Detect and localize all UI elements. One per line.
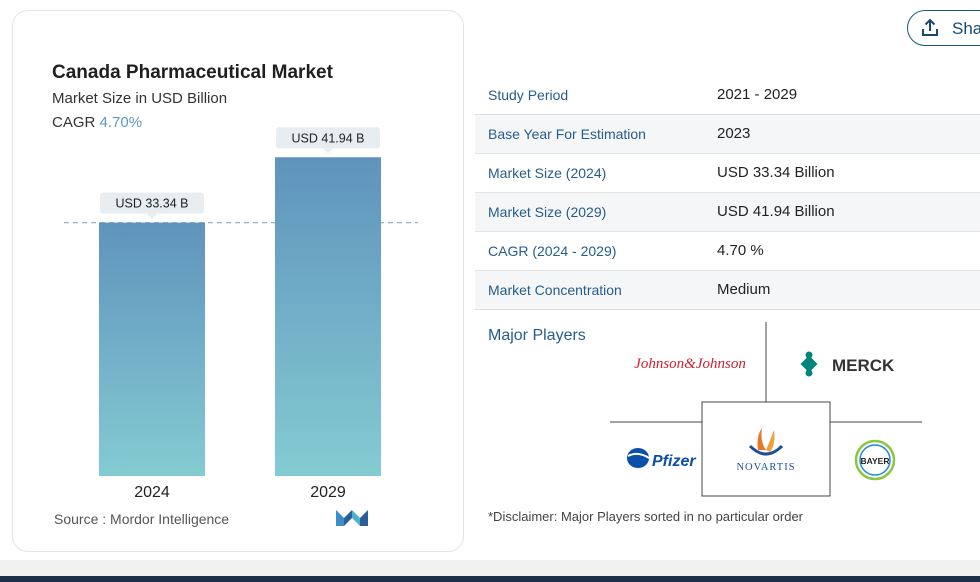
bar-chart: USD 33.34 B 2024 USD 41.94 B 2029 xyxy=(64,127,418,501)
major-players-title: Major Players xyxy=(488,327,586,344)
x-tick-label: 2029 xyxy=(310,484,346,501)
market-chart-card xyxy=(12,10,464,552)
x-tick-label: 2024 xyxy=(134,484,170,501)
svg-text:BAYER: BAYER xyxy=(861,456,890,466)
chart-cagr: CAGR 4.70% xyxy=(52,114,142,131)
data-label: USD 33.34 B xyxy=(116,197,189,211)
study-table: Study Period 2021 - 2029 Base Year For E… xyxy=(475,76,980,310)
table-row: Study Period 2021 - 2029 xyxy=(475,76,980,115)
cagr-label: CAGR xyxy=(52,114,96,131)
row-key: Market Size (2029) xyxy=(488,204,607,220)
pfizer-logo: Pfizer xyxy=(652,453,696,470)
novartis-logo: NOVARTIS xyxy=(736,462,795,473)
johnson-johnson-logo: Johnson&Johnson xyxy=(634,356,746,372)
table-row: CAGR (2024 - 2029) 4.70 % xyxy=(475,232,980,271)
row-value: USD 41.94 Billion xyxy=(717,203,835,220)
row-key: CAGR (2024 - 2029) xyxy=(488,243,617,259)
table-row: Market Size (2024) USD 33.34 Billion xyxy=(475,154,980,193)
row-key: Base Year For Estimation xyxy=(488,126,646,142)
row-value: 4.70 % xyxy=(717,242,764,259)
novartis-logo-icon xyxy=(748,428,784,456)
share-label: Share xyxy=(952,19,980,38)
data-label-pointer xyxy=(323,148,333,154)
row-value: Medium xyxy=(717,281,771,298)
bayer-logo: BAYER xyxy=(854,439,896,481)
share-icon xyxy=(922,18,938,36)
data-label-bg xyxy=(100,192,204,214)
row-key: Market Concentration xyxy=(488,282,622,298)
merck-logo-icon xyxy=(800,351,818,377)
chart-subtitle: Market Size in USD Billion xyxy=(52,90,228,107)
row-value: 2023 xyxy=(717,125,751,142)
pfizer-logo-icon xyxy=(627,448,650,468)
merck-logo: MERCK xyxy=(832,356,895,375)
chart-title: Canada Pharmaceutical Market xyxy=(52,62,333,83)
disclaimer: *Disclaimer: Major Players sorted in no … xyxy=(488,509,804,524)
data-label: USD 41.94 B xyxy=(292,131,365,145)
table-row: Market Concentration Medium xyxy=(475,271,980,310)
bar-2029 xyxy=(275,157,381,477)
bar-2024 xyxy=(99,222,205,476)
major-players-grid: Johnson&Johnson MERCK Pfizer NOVARTIS BA… xyxy=(610,322,922,497)
data-label-pointer xyxy=(147,213,157,219)
data-label-bg xyxy=(276,127,380,149)
cagr-value: 4.70% xyxy=(99,114,143,131)
chart-source: Source : Mordor Intelligence xyxy=(54,511,230,527)
row-key: Study Period xyxy=(488,87,569,103)
share-button[interactable]: Share xyxy=(907,10,980,46)
table-row: Market Size (2029) USD 41.94 Billion xyxy=(475,193,980,232)
mordor-logo-icon xyxy=(336,510,368,526)
row-key: Market Size (2024) xyxy=(488,165,607,181)
table-row: Base Year For Estimation 2023 xyxy=(475,115,980,154)
footer-bar xyxy=(0,576,980,582)
row-value: USD 33.34 Billion xyxy=(717,164,835,181)
row-value: 2021 - 2029 xyxy=(717,86,798,103)
